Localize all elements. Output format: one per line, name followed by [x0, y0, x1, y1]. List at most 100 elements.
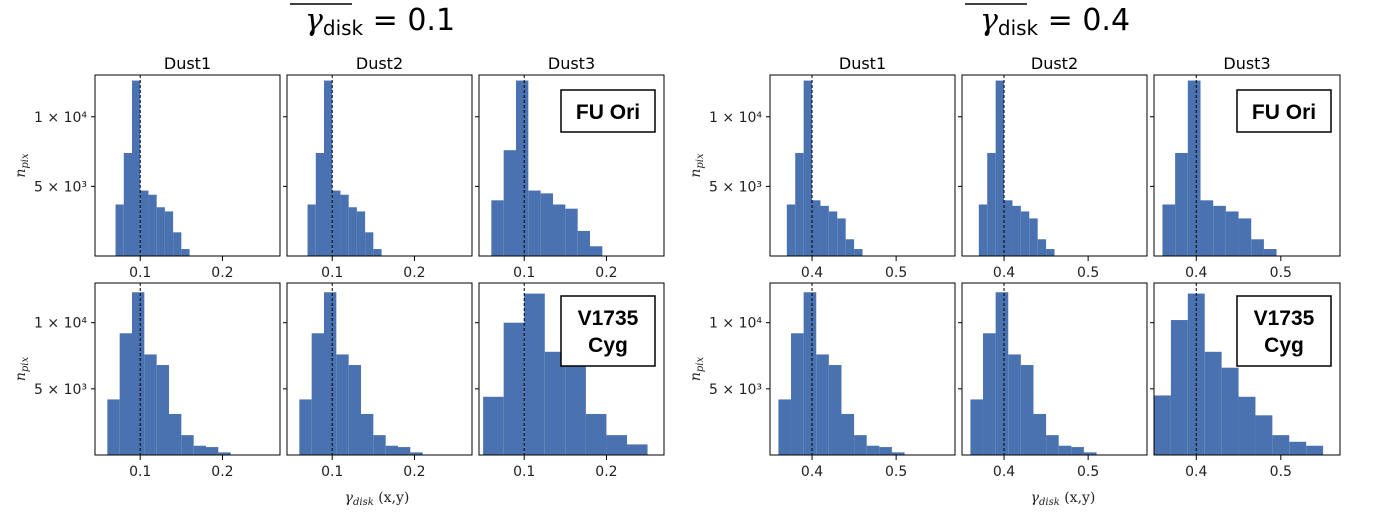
histogram-bar [791, 333, 804, 455]
histogram-bar [995, 80, 1005, 256]
x-tick-label: 0.4 [1185, 265, 1207, 281]
x-tick-label: 0.5 [885, 464, 907, 480]
x-tick-label: 0.1 [129, 265, 151, 281]
histogram-bar [1187, 80, 1201, 256]
panel-frame [1153, 282, 1341, 456]
histogram-bar [1170, 320, 1188, 455]
x-tick-label: 0.1 [513, 464, 535, 480]
histogram-bar [315, 152, 324, 256]
histogram-bar [365, 232, 374, 256]
panel-frame [478, 282, 665, 456]
histogram-bar [606, 435, 627, 455]
histogram-bar [148, 194, 157, 256]
histogram-bar [841, 413, 855, 455]
histogram-bar [119, 333, 132, 455]
x-axis-label: γdisk (x,y) [1031, 490, 1096, 508]
histogram-bar [544, 351, 566, 455]
panel-g01-fuori-dust3 [475, 74, 665, 261]
histogram-bar [1020, 211, 1030, 256]
x-tick-label: 0.5 [1270, 464, 1292, 480]
histogram-bar [854, 435, 867, 455]
histogram-bar [1175, 152, 1188, 256]
histogram-bar [140, 190, 149, 256]
histogram-bar [803, 292, 817, 455]
panel-frame [769, 74, 956, 257]
column-title: Dust2 [356, 54, 403, 73]
histogram-bar [1213, 205, 1226, 256]
histogram-bar [1154, 395, 1171, 455]
histogram-bar [1083, 452, 1097, 455]
panel-g04-fuori-dust2 [958, 74, 1148, 261]
panel-g04-v1735-dust1 [766, 282, 956, 460]
histogram-bar [866, 445, 880, 455]
group-title: γdisk = 0.1 [305, 3, 455, 40]
histogram-bar [1162, 204, 1176, 256]
histogram-bar [503, 150, 516, 256]
histogram-bar [373, 249, 382, 256]
panel-g04-fuori-dust1 [766, 74, 956, 261]
column-title: Dust2 [1031, 54, 1078, 73]
x-tick-label: 0.2 [595, 265, 617, 281]
histogram-bar [524, 293, 545, 455]
histogram-bar [311, 333, 324, 455]
panel-g04-fuori-dust3 [1150, 74, 1341, 261]
histogram-bar [786, 204, 796, 256]
x-tick-label: 0.4 [993, 265, 1015, 281]
histogram-bar [1306, 445, 1324, 455]
histogram-bar [340, 194, 349, 256]
histogram-bar [156, 207, 165, 256]
y-tick-label: 1 × 10⁴ [34, 110, 87, 126]
histogram-bar [173, 232, 182, 256]
x-tick-label: 0.2 [211, 265, 233, 281]
x-tick-label: 0.1 [321, 464, 343, 480]
panel-g01-v1735-dust2 [283, 282, 473, 460]
histogram-bar [348, 207, 357, 256]
x-tick-label: 0.2 [211, 464, 233, 480]
histogram-bar [132, 292, 145, 455]
histogram-bar [516, 80, 529, 256]
histogram-bar [1033, 413, 1047, 455]
histogram-bar [206, 447, 219, 455]
histogram-bar [193, 445, 206, 455]
star-label-box [1236, 89, 1332, 133]
histogram-bar [1004, 200, 1013, 256]
histogram-bar [795, 152, 804, 256]
histogram-bar [398, 447, 411, 455]
histogram-bar [553, 204, 566, 256]
histogram-bar [324, 292, 337, 455]
histogram-bar [169, 413, 182, 455]
histogram-bar [1046, 435, 1059, 455]
y-axis-label: npix [13, 153, 31, 178]
panel-frame [961, 282, 1148, 456]
histogram-bar [115, 204, 124, 256]
histogram-bar [803, 80, 813, 256]
histogram-bar [348, 365, 361, 455]
panel-frame [478, 74, 665, 257]
x-tick-label: 0.5 [1270, 265, 1292, 281]
histogram-bar [565, 208, 578, 256]
x-tick-label: 0.5 [1077, 265, 1099, 281]
x-tick-label: 0.1 [321, 265, 343, 281]
histogram-bar [1071, 447, 1084, 455]
histogram-bar [1238, 396, 1256, 455]
histogram-bar [1020, 365, 1034, 455]
y-tick-label: 1 × 10⁴ [709, 110, 762, 126]
star-label-box [1236, 295, 1332, 367]
y-tick-label: 1 × 10⁴ [709, 316, 762, 332]
panel-frame [961, 74, 1148, 257]
y-axis-label: npix [688, 357, 706, 382]
histogram-bar [978, 204, 988, 256]
star-label: FU Ori [1252, 101, 1316, 124]
star-label-line: Cyg [588, 334, 628, 357]
histogram-bar [891, 452, 905, 455]
histogram-bar [1029, 218, 1038, 256]
panel-g04-v1735-dust3 [1150, 282, 1341, 460]
histogram-bar [1251, 239, 1264, 256]
y-axis-label: npix [688, 153, 706, 178]
x-tick-label: 0.4 [1185, 464, 1207, 480]
panel-frame [94, 282, 281, 456]
histogram-bar [995, 292, 1009, 455]
histogram-bar [299, 399, 312, 455]
x-tick-label: 0.1 [129, 464, 151, 480]
histogram-bar [1272, 435, 1290, 455]
